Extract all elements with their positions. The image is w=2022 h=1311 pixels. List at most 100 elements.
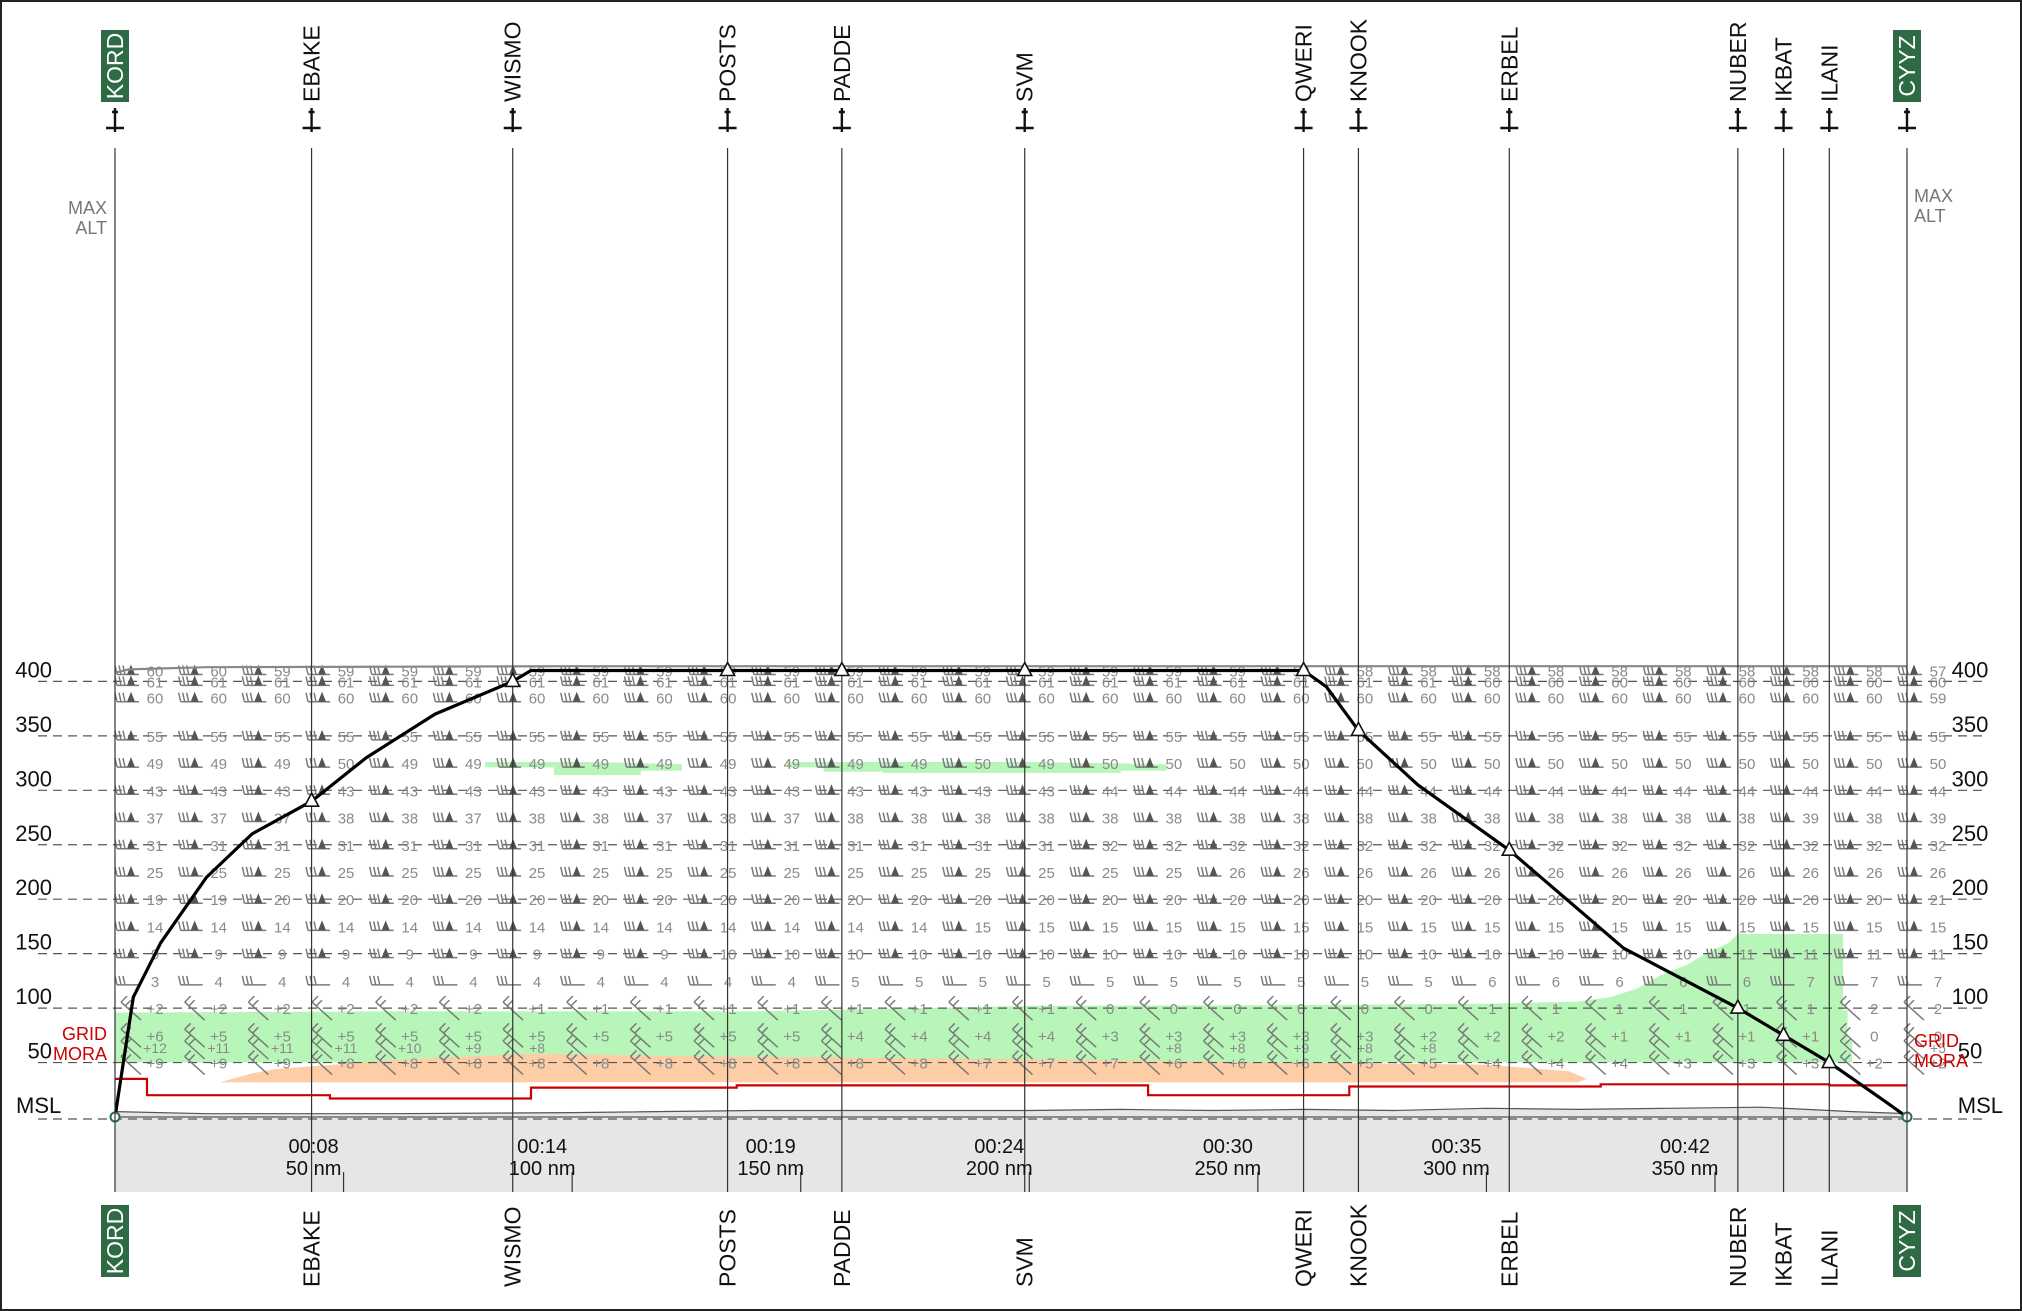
- wind-barb-shaft: [1330, 1034, 1352, 1060]
- waypoint-label-bottom: NUBER: [1725, 1206, 1751, 1287]
- wind-temperature-value: 20: [1357, 892, 1374, 909]
- wind-barb-pennant: [1273, 920, 1282, 931]
- wind-barb: [1833, 865, 1859, 877]
- wind-barb-pennant: [891, 811, 900, 822]
- wind-barb-pennant: [1527, 838, 1536, 849]
- wind-barb-pennant: [190, 757, 199, 768]
- wind-barb-pennant: [318, 838, 327, 849]
- wind-temperature-value: 43: [147, 783, 164, 800]
- wind-barb: [1260, 893, 1286, 904]
- wind-barb: [1324, 975, 1349, 986]
- wind-temperature-value: 11: [1867, 947, 1883, 964]
- wind-barb-pennant: [1782, 920, 1791, 931]
- wind-temperature-value: 43: [592, 783, 609, 800]
- wind-temperature-value: 50: [1611, 756, 1628, 773]
- wind-barb-shaft: [1266, 995, 1288, 1021]
- wind-temperature-value: 50: [1229, 756, 1246, 773]
- waypoint-label-bottom: PADDE: [829, 1209, 855, 1287]
- wind-temperature-value: 20: [1229, 892, 1246, 909]
- wind-barb-shaft: [1203, 1050, 1225, 1076]
- wind-barb: [1578, 664, 1604, 676]
- wind-barb-pennant: [127, 757, 135, 768]
- wind-barb-pennant: [1145, 865, 1154, 876]
- wind-barb: [1585, 1022, 1607, 1048]
- wind-barb: [1839, 995, 1861, 1021]
- y-tick-label-left: 350: [15, 712, 52, 737]
- wind-barb-pennant: [1655, 664, 1664, 675]
- wind-barb: [1324, 838, 1349, 850]
- wind-temperature-value: 5: [1361, 974, 1369, 991]
- wind-barb: [305, 838, 331, 850]
- wind-barb-pennant: [1464, 664, 1473, 675]
- wind-barb-shaft: [1457, 1050, 1479, 1076]
- wind-temperature-value: 60: [1739, 674, 1756, 691]
- wind-barb: [1515, 729, 1540, 741]
- waypoint-symbol-icon: [1898, 108, 1916, 132]
- wind-barb: [878, 691, 904, 703]
- wind-barb: [1260, 865, 1286, 877]
- waypoint-label-bottom: ERBEL: [1496, 1211, 1522, 1287]
- wind-temperature-value: 60: [1484, 691, 1501, 708]
- wind-barb-pennant: [1145, 675, 1154, 686]
- wind-barb-shaft: [1839, 1050, 1861, 1076]
- wind-temperature-value: 61: [847, 674, 864, 691]
- wind-barb-pennant: [1655, 784, 1664, 795]
- wind-barb-pennant: [891, 920, 900, 931]
- wind-temperature-value: 4: [469, 974, 477, 991]
- wind-barb: [884, 1022, 906, 1048]
- distance-label: 200 nm: [966, 1158, 1033, 1180]
- wind-barb-shaft: [496, 975, 522, 986]
- wind-barb: [1133, 920, 1158, 932]
- wind-temperature-value: 59: [465, 664, 482, 681]
- wind-barb-shaft: [1521, 995, 1543, 1021]
- wind-temperature-value: +6: [146, 1028, 163, 1045]
- wind-barb: [1515, 675, 1540, 687]
- wind-barb-pennant: [1082, 675, 1091, 686]
- wind-temperature-value: 14: [274, 919, 291, 936]
- waypoint-symbol-icon: [1774, 108, 1793, 132]
- wind-barb: [687, 920, 713, 932]
- wind-barb-pennant: [700, 920, 709, 931]
- wind-temperature-value: +7: [1102, 1056, 1119, 1073]
- wind-temperature-value: 7: [1870, 974, 1878, 991]
- wind-barb-pennant: [1846, 757, 1855, 768]
- wind-temperature-value: 25: [911, 865, 928, 882]
- wind-barb: [757, 1022, 779, 1048]
- wind-temperature-value: 32: [1739, 838, 1756, 855]
- wind-barb-pennant: [1273, 757, 1282, 768]
- wind-barb: [375, 1050, 397, 1076]
- airport-badge-bottom: [101, 1205, 129, 1277]
- wind-temperature-value: 10: [1611, 947, 1628, 964]
- wind-barb: [751, 838, 776, 850]
- wind-barb-pennant: [700, 947, 709, 958]
- waypoint-label-top: QWERI: [1291, 24, 1317, 102]
- wind-temperature-value: 31: [401, 838, 418, 855]
- wind-temperature-value: 10: [847, 947, 864, 964]
- wind-barb-shaft: [820, 995, 842, 1021]
- wind-barb-shaft: [1005, 975, 1031, 986]
- wind-temperature-value: 9: [342, 947, 350, 964]
- wind-temperature-value: +3: [1229, 1028, 1246, 1045]
- wind-barb-shaft: [942, 975, 967, 986]
- wind-temperature-value: 61: [1420, 674, 1437, 691]
- wind-barb-pennant: [1782, 757, 1791, 768]
- wind-temperature-value: +8: [783, 1056, 800, 1073]
- wind-barb: [305, 865, 331, 877]
- wind-barb-pennant: [1336, 664, 1345, 675]
- wind-barb-pennant: [1527, 811, 1536, 822]
- wind-barb: [687, 757, 713, 768]
- wind-barb: [878, 784, 904, 796]
- wind-barb: [305, 920, 331, 932]
- wind-barb: [1642, 893, 1668, 904]
- time-label: 00:30: [1203, 1136, 1253, 1158]
- wind-temperature-value: 10: [1420, 947, 1437, 964]
- wind-temperature-value: 44: [1357, 783, 1374, 800]
- wind-temperature-value: +4: [1611, 1056, 1628, 1073]
- wind-temperature-value: 38: [911, 811, 928, 828]
- wind-barb: [1833, 729, 1859, 741]
- wind-temperature-value: 31: [1038, 838, 1055, 855]
- wind-temperature-value: +2: [274, 1001, 291, 1018]
- distance-label: 150 nm: [737, 1158, 804, 1180]
- wind-temperature-value: 32: [1866, 838, 1883, 855]
- wind-barb-pennant: [381, 947, 390, 958]
